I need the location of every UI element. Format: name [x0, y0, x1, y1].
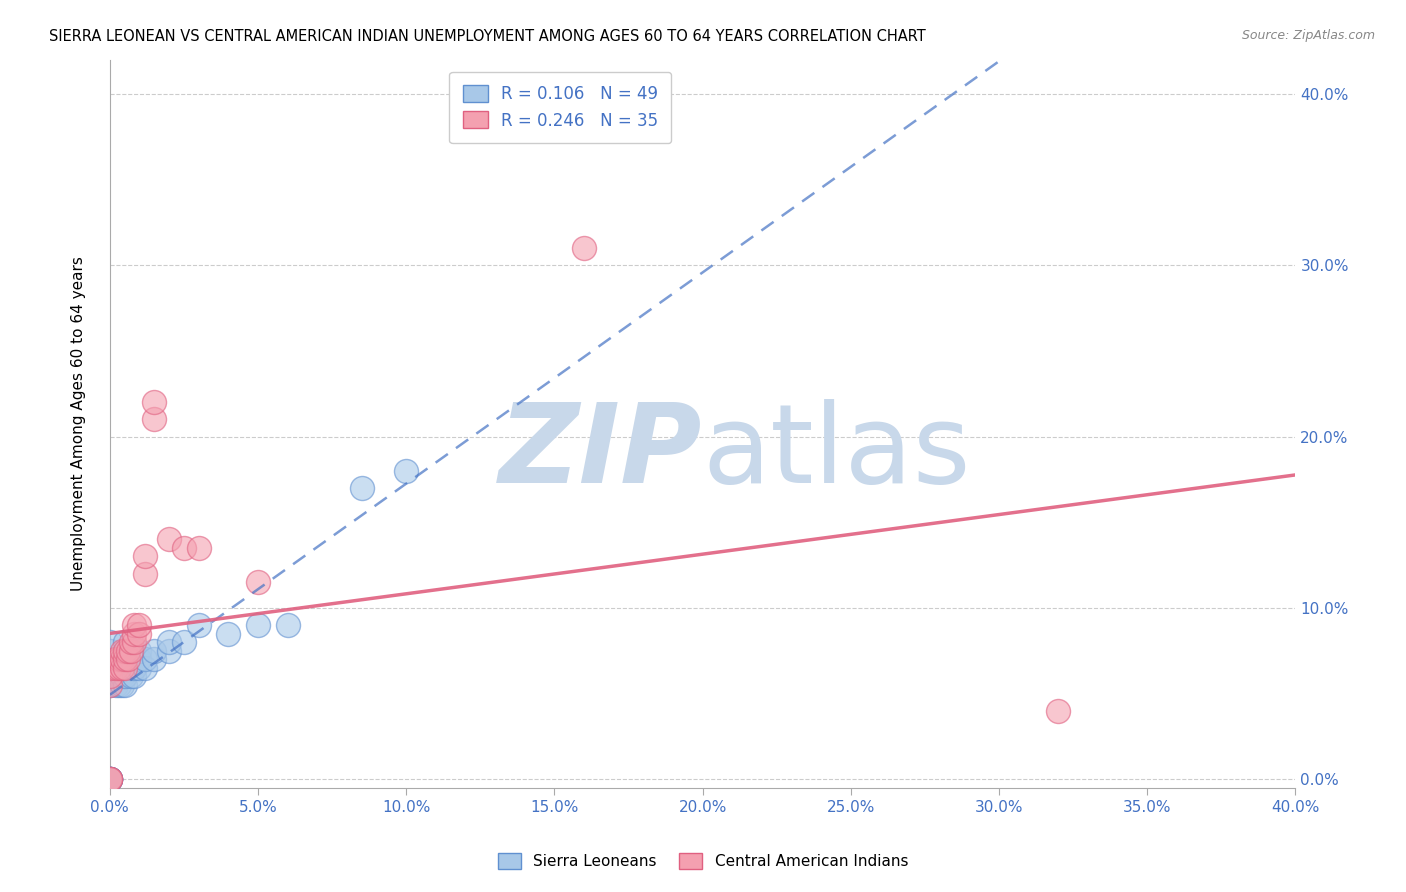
Point — [350, 481, 373, 495]
Point — [128, 643, 150, 657]
Text: atlas: atlas — [703, 400, 972, 507]
Point — [114, 661, 136, 675]
Point — [120, 652, 142, 666]
Point — [122, 635, 145, 649]
Point — [98, 661, 121, 675]
Point — [107, 678, 129, 692]
Point — [107, 652, 129, 666]
Point — [134, 652, 156, 666]
Point — [143, 643, 166, 657]
Point — [98, 772, 121, 787]
Point — [134, 661, 156, 675]
Point — [111, 652, 134, 666]
Point — [98, 635, 121, 649]
Point — [120, 669, 142, 683]
Point — [122, 626, 145, 640]
Point — [98, 772, 121, 787]
Point — [173, 541, 195, 555]
Point — [114, 652, 136, 666]
Point — [157, 643, 180, 657]
Legend: R = 0.106   N = 49, R = 0.246   N = 35: R = 0.106 N = 49, R = 0.246 N = 35 — [450, 71, 672, 143]
Text: Source: ZipAtlas.com: Source: ZipAtlas.com — [1241, 29, 1375, 42]
Point — [247, 618, 270, 632]
Point — [98, 772, 121, 787]
Point — [117, 652, 139, 666]
Point — [572, 241, 595, 255]
Point — [107, 661, 129, 675]
Point — [114, 678, 136, 692]
Point — [128, 618, 150, 632]
Point — [104, 661, 127, 675]
Point — [98, 678, 121, 692]
Point — [107, 661, 129, 675]
Point — [114, 643, 136, 657]
Point — [122, 669, 145, 683]
Point — [157, 635, 180, 649]
Point — [111, 678, 134, 692]
Point — [98, 669, 121, 683]
Point — [117, 643, 139, 657]
Point — [128, 626, 150, 640]
Point — [104, 678, 127, 692]
Point — [128, 661, 150, 675]
Point — [187, 618, 209, 632]
Point — [247, 575, 270, 590]
Point — [98, 678, 121, 692]
Point — [122, 661, 145, 675]
Point — [104, 652, 127, 666]
Point — [111, 661, 134, 675]
Point — [217, 626, 239, 640]
Point — [173, 635, 195, 649]
Legend: Sierra Leoneans, Central American Indians: Sierra Leoneans, Central American Indian… — [492, 847, 914, 875]
Point — [187, 541, 209, 555]
Point — [98, 652, 121, 666]
Point — [111, 669, 134, 683]
Point — [128, 652, 150, 666]
Point — [107, 669, 129, 683]
Text: SIERRA LEONEAN VS CENTRAL AMERICAN INDIAN UNEMPLOYMENT AMONG AGES 60 TO 64 YEARS: SIERRA LEONEAN VS CENTRAL AMERICAN INDIA… — [49, 29, 927, 44]
Point — [120, 643, 142, 657]
Point — [122, 618, 145, 632]
Point — [98, 772, 121, 787]
Point — [104, 652, 127, 666]
Point — [111, 661, 134, 675]
Point — [120, 661, 142, 675]
Point — [134, 566, 156, 581]
Point — [104, 669, 127, 683]
Point — [114, 669, 136, 683]
Point — [143, 395, 166, 409]
Point — [98, 772, 121, 787]
Point — [120, 635, 142, 649]
Point — [98, 772, 121, 787]
Y-axis label: Unemployment Among Ages 60 to 64 years: Unemployment Among Ages 60 to 64 years — [72, 256, 86, 591]
Point — [111, 652, 134, 666]
Point — [134, 549, 156, 564]
Point — [114, 661, 136, 675]
Point — [98, 772, 121, 787]
Point — [98, 661, 121, 675]
Point — [395, 464, 418, 478]
Point — [111, 643, 134, 657]
Point — [114, 652, 136, 666]
Text: ZIP: ZIP — [499, 400, 703, 507]
Point — [98, 669, 121, 683]
Point — [157, 533, 180, 547]
Point — [114, 635, 136, 649]
Point — [98, 772, 121, 787]
Point — [143, 652, 166, 666]
Point — [277, 618, 299, 632]
Point — [98, 643, 121, 657]
Point — [98, 772, 121, 787]
Point — [104, 661, 127, 675]
Point — [143, 412, 166, 426]
Point — [1047, 704, 1070, 718]
